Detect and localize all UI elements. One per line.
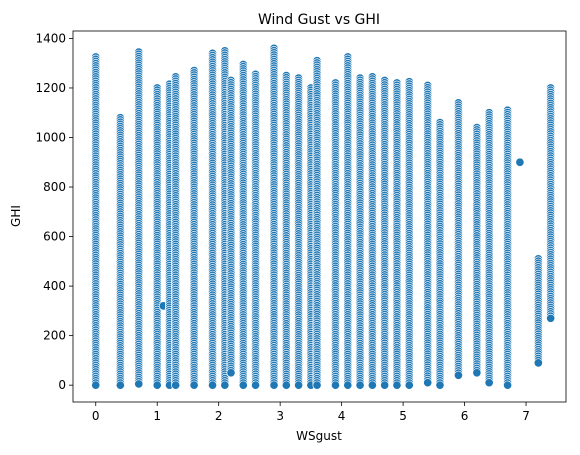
scatter-point: [134, 379, 144, 389]
x-tick-label: 6: [461, 409, 469, 423]
scatter-point: [189, 380, 199, 390]
scatter-point: [220, 380, 230, 390]
scatter-point: [453, 370, 463, 380]
scatter-point: [484, 378, 494, 388]
y-axis-label: GHI: [9, 205, 23, 227]
scatter-point: [355, 380, 365, 390]
x-tick-label: 3: [276, 409, 284, 423]
x-axis-label: WSgust: [296, 429, 342, 443]
scatter-point: [312, 380, 322, 390]
chart-title: Wind Gust vs GHI: [258, 12, 380, 28]
scatter-point: [546, 313, 556, 323]
scatter-point: [404, 380, 414, 390]
scatter-point: [171, 380, 181, 390]
scatter-point: [503, 380, 513, 390]
scatter-point: [281, 380, 291, 390]
scatter-point: [294, 380, 304, 390]
scatter-point: [515, 157, 525, 167]
y-tick-label: 400: [43, 279, 66, 293]
x-tick-label: 0: [92, 409, 100, 423]
y-tick-label: 1200: [35, 81, 66, 95]
scatter-point: [238, 380, 248, 390]
x-tick-label: 7: [522, 409, 530, 423]
y-tick-label: 1400: [35, 31, 66, 45]
scatter-point: [367, 380, 377, 390]
scatter-point: [435, 380, 445, 390]
x-tick-label: 1: [153, 409, 161, 423]
scatter-point: [207, 380, 218, 390]
scatter-point: [380, 380, 390, 390]
scatter-point: [152, 380, 162, 390]
y-tick-label: 800: [43, 180, 66, 194]
scatter-point: [330, 380, 341, 390]
x-tick-label: 5: [399, 409, 407, 423]
y-tick-label: 0: [58, 378, 66, 392]
x-axis: 0 1 2 3 4 5 6 7: [92, 402, 530, 423]
x-tick-label: 2: [215, 409, 223, 423]
y-tick-label: 200: [43, 329, 66, 343]
x-tick-label: 4: [338, 409, 346, 423]
points-layer: [91, 43, 556, 390]
scatter-point: [251, 380, 261, 390]
scatter-point: [423, 378, 433, 388]
scatter-point: [472, 368, 482, 378]
y-axis: 0 200 400 600 800 1000 1200 1400: [35, 31, 73, 392]
scatter-point: [91, 380, 101, 390]
scatter-point: [533, 358, 543, 368]
scatter-point: [115, 380, 125, 390]
scatter-point: [269, 380, 279, 390]
y-tick-label: 1000: [35, 130, 66, 144]
y-tick-label: 600: [43, 230, 66, 244]
scatter-point: [392, 380, 402, 390]
scatter-point: [343, 380, 353, 390]
scatter-point: [226, 368, 236, 378]
